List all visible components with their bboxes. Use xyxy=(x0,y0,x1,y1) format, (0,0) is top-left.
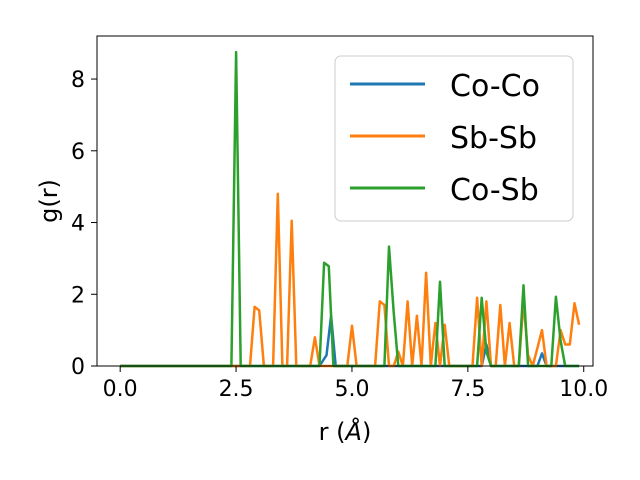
legend-box xyxy=(334,55,574,222)
x-tick-label: 10.0 xyxy=(559,377,608,402)
legend-label-sb-sb: Sb-Sb xyxy=(450,121,537,156)
y-tick-label: 8 xyxy=(71,68,85,93)
y-tick-label: 4 xyxy=(71,212,85,237)
x-axis: 0.0 2.5 5.0 7.5 10.0 xyxy=(103,366,608,402)
x-tick-label: 2.5 xyxy=(219,377,254,402)
legend: Co-Co Sb-Sb Co-Sb xyxy=(334,55,574,222)
series-line-sb-sb xyxy=(120,192,581,368)
y-tick-label: 6 xyxy=(71,140,85,165)
y-axis-label: g(r) xyxy=(35,179,63,223)
x-tick-label: 5.0 xyxy=(334,377,369,402)
x-tick-label: 0.0 xyxy=(103,377,138,402)
series-line-co-co xyxy=(120,314,580,368)
x-axis-label: r (Å) xyxy=(319,417,372,446)
plot-frame xyxy=(96,35,594,367)
y-tick-label: 2 xyxy=(71,283,85,308)
legend-label-co-sb: Co-Sb xyxy=(450,173,539,208)
y-tick-label: 0 xyxy=(71,355,85,380)
y-axis: 0 2 4 6 8 xyxy=(71,68,97,380)
legend-label-co-co: Co-Co xyxy=(450,69,540,104)
x-tick-label: 7.5 xyxy=(450,377,485,402)
